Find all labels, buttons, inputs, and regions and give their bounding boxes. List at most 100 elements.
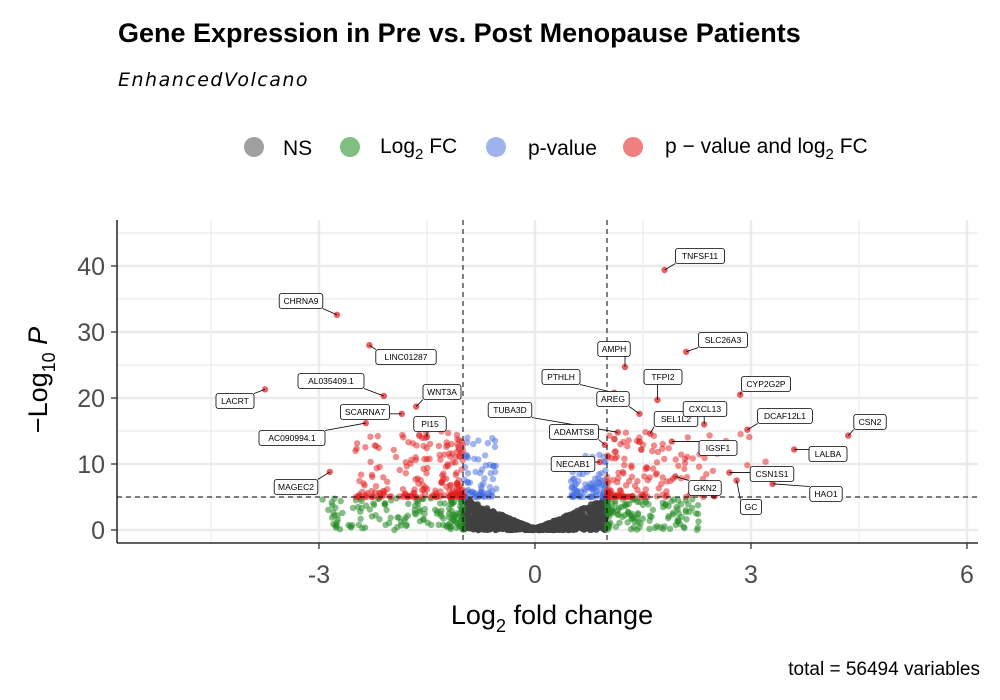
data-point: [461, 476, 468, 483]
x-tick-label: 3: [744, 561, 758, 589]
gene-label-box: [297, 373, 365, 389]
gene-label-connector: [739, 391, 742, 395]
data-point: [405, 500, 412, 507]
data-point: [488, 520, 495, 528]
data-point: [447, 481, 455, 489]
gene-label-text: NECAB1: [556, 459, 590, 469]
data-point: [435, 442, 443, 450]
data-point: [484, 439, 492, 447]
data-point: [486, 461, 494, 468]
data-point: [672, 473, 679, 480]
data-point: [478, 485, 485, 492]
legend-label-fc: Log2 FC: [380, 135, 457, 163]
x-tick-label: 0: [528, 561, 542, 589]
data-point: [489, 435, 496, 442]
data-point: [654, 396, 661, 404]
data-point: [384, 478, 391, 485]
data-point: [703, 471, 710, 478]
data-point: [459, 447, 467, 454]
gene-label-text: AL035409.1: [308, 376, 354, 386]
data-point: [588, 525, 595, 533]
data-point: [372, 483, 380, 490]
gene-label-box: [487, 402, 533, 418]
y-tick-label: 0: [91, 517, 105, 545]
gene-label-text: CSN1S1: [755, 469, 788, 479]
data-point: [261, 386, 269, 393]
data-point: [503, 516, 510, 524]
data-point: [464, 470, 472, 477]
data-point: [528, 525, 535, 533]
gene-label-necab1: NECAB1: [550, 456, 600, 472]
data-point: [587, 505, 594, 512]
gene-label-text: LALBA: [815, 449, 842, 459]
data-point: [612, 523, 620, 530]
data-point: [636, 498, 643, 506]
data-point: [437, 500, 444, 507]
legend-key-both: [623, 137, 643, 157]
x-tick-label: 6: [960, 561, 974, 589]
gene-label-text: IGSF1: [706, 443, 731, 453]
data-point: [384, 486, 391, 493]
data-point: [339, 509, 346, 517]
gene-label-magec2: MAGEC2: [273, 471, 331, 495]
gene-label-text: TUBA3D: [493, 405, 527, 415]
data-point: [612, 448, 619, 455]
data-point: [628, 464, 635, 471]
data-point: [594, 518, 601, 525]
data-point: [454, 441, 461, 448]
data-point: [371, 442, 378, 449]
gene-label-box: [675, 248, 726, 264]
data-point: [409, 440, 416, 447]
data-point: [606, 493, 613, 501]
data-point: [353, 445, 360, 452]
gene-label-text: TFPI2: [651, 372, 674, 382]
data-point: [470, 513, 478, 520]
data-point: [453, 431, 461, 439]
gene-label-connector: [649, 426, 655, 434]
gene-label-box: [698, 440, 738, 456]
data-point: [420, 442, 427, 450]
data-point: [565, 518, 572, 525]
data-point: [362, 444, 369, 451]
data-point: [447, 501, 454, 508]
data-point: [689, 455, 696, 462]
data-point: [475, 526, 482, 534]
data-point: [681, 465, 688, 473]
legend-label-p: p-value: [528, 137, 597, 160]
data-point: [452, 459, 459, 466]
data-point: [455, 477, 462, 484]
gene-label-connector: [598, 439, 606, 446]
data-point: [674, 506, 681, 513]
gene-label-text: LINC01287: [384, 352, 427, 362]
data-point: [659, 440, 666, 448]
data-point: [470, 522, 477, 529]
gene-label-text: CYP2G2P: [746, 379, 786, 389]
gene-label-areg: AREG: [596, 391, 640, 415]
data-point: [579, 470, 586, 478]
data-point: [651, 524, 659, 531]
data-point: [659, 445, 666, 452]
data-point: [481, 452, 489, 459]
data-point: [653, 459, 661, 466]
data-point: [668, 498, 675, 505]
data-point: [488, 513, 495, 521]
gene-label-text: AC090994.1: [268, 433, 316, 443]
gene-label-text: CSN2: [859, 417, 882, 427]
data-point: [744, 426, 751, 433]
gene-label-pi15: PI15: [413, 416, 447, 437]
data-point: [353, 440, 361, 447]
gene-label-text: SLC26A3: [705, 335, 742, 345]
data-point: [454, 489, 461, 496]
data-point: [706, 432, 713, 439]
data-point: [681, 524, 688, 532]
gene-label-text: PI15: [421, 419, 439, 429]
gene-label-gkn2: GKN2: [675, 476, 722, 496]
data-point: [394, 523, 401, 531]
data-point: [330, 509, 337, 516]
gene-label-connector: [363, 388, 384, 397]
data-point: [648, 513, 655, 520]
data-point: [421, 505, 428, 513]
gene-label-cyp2g2p: CYP2G2P: [739, 376, 792, 395]
data-point: [448, 440, 455, 448]
